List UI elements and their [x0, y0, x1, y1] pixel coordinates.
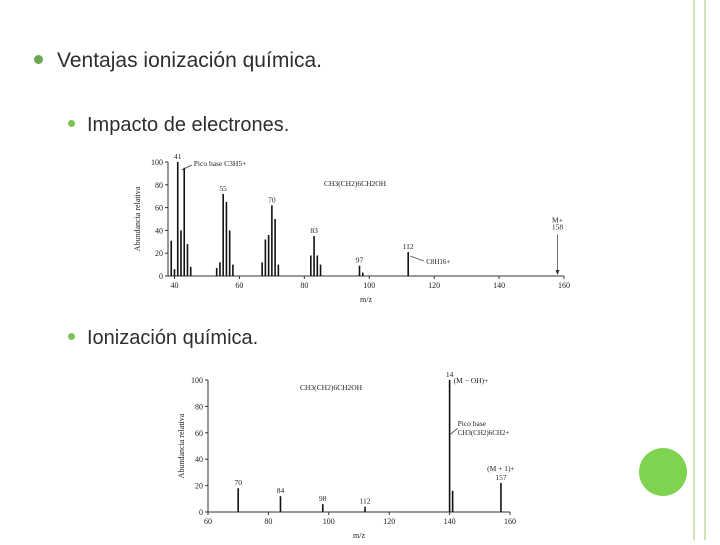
x-tick-label: 140 [444, 517, 456, 526]
spectrum-chemical-ionization-svg: 0 20 40 60 80 100 60 80 100 120 140 160 70 84 98 112 14 1… [177, 370, 516, 540]
peak-label: 55 [219, 184, 227, 193]
y-tick-label: 100 [151, 158, 163, 167]
annotation-m-plus-1: (M + 1)+ [487, 464, 515, 473]
y-tick-label: 100 [191, 376, 203, 385]
y-axis-label: Abundancia relativa [177, 413, 186, 478]
y-tick-label: 60 [195, 429, 203, 438]
y-tick-label: 20 [195, 482, 203, 491]
bullet-icon [68, 333, 75, 341]
x-tick-label: 120 [428, 281, 440, 290]
x-tick-label: 140 [493, 281, 505, 290]
y-tick-label: 80 [155, 181, 163, 190]
x-axis-label: m/z [353, 531, 365, 540]
annotation-m-minus-oh: (M − OH)+ [454, 376, 489, 385]
annotation-arrow [181, 164, 192, 171]
bullet-icon [34, 54, 43, 64]
annotation-base-peak: Pico base [458, 419, 487, 428]
compound-label: CH3(CH2)6CH2OH [324, 179, 387, 188]
peak-label: 83 [310, 226, 318, 235]
y-tick-label: 40 [155, 226, 163, 235]
bullet-sub-2-text: Ionización química. [87, 327, 259, 349]
green-circle-decoration [639, 448, 687, 496]
peak-label: 70 [234, 478, 242, 487]
y-tick-label: 80 [195, 402, 203, 411]
frame-line-right [704, 0, 706, 540]
annotation-arrowhead [555, 270, 560, 275]
compound-label: CH3(CH2)6CH2OH [300, 383, 363, 392]
annotation-fragment: C8H16+ [426, 258, 450, 266]
annotation-base-peak-formula: CH3(CH2)6CH2+ [458, 429, 510, 437]
peak-label: 157 [495, 473, 507, 482]
spectrum-chemical-ionization: 0 20 40 60 80 100 60 80 100 120 140 160 70 84 98 112 14 1… [172, 364, 532, 545]
bullet-icon [68, 120, 75, 128]
x-tick-label: 100 [363, 281, 375, 290]
frame-line-left [693, 0, 695, 540]
y-tick-label: 0 [199, 508, 203, 517]
bullet-sub-1-text: Impacto de electrones. [87, 114, 290, 136]
spectrum-electron-impact-svg: 0 20 40 60 80 100 40 60 80 100 120 140 160 41 55 70 83 97… [133, 152, 570, 304]
x-tick-label: 100 [323, 517, 335, 526]
annotation-arrow [410, 255, 425, 262]
x-tick-label: 80 [300, 281, 308, 290]
spectrum-electron-impact: 0 20 40 60 80 100 40 60 80 100 120 140 160 41 55 70 83 97… [128, 148, 578, 311]
peak-label: 41 [174, 152, 182, 161]
bullet-sub-1: Impacto de electrones. [68, 114, 289, 137]
x-tick-label: 120 [383, 517, 395, 526]
bullet-sub-2: Ionización química. [68, 327, 258, 350]
bullet-main-text: Ventajas ionización química. [57, 49, 322, 72]
x-tick-label: 160 [558, 281, 570, 290]
x-tick-label: 40 [170, 281, 178, 290]
x-tick-label: 60 [204, 517, 212, 526]
y-tick-label: 0 [159, 272, 163, 281]
y-tick-label: 40 [195, 455, 203, 464]
x-tick-label: 160 [504, 517, 516, 526]
x-axis-label: m/z [360, 295, 372, 304]
annotation-molecular-ion: M+ [552, 216, 563, 225]
x-tick-label: 60 [235, 281, 243, 290]
annotation-base-peak: Pico base C3H5+ [194, 159, 247, 168]
peak-label: 14 [446, 370, 454, 379]
peak-label: 158 [552, 223, 564, 232]
y-tick-label: 20 [155, 249, 163, 258]
peak-label: 98 [319, 494, 327, 503]
x-tick-label: 80 [264, 517, 272, 526]
y-axis-label: Abundancia relativa [133, 186, 142, 251]
peak-label: 112 [403, 242, 414, 251]
peak-label: 70 [268, 195, 276, 204]
annotation-arrow [450, 427, 458, 435]
peak-label: 97 [356, 256, 364, 265]
peak-label: 84 [277, 486, 285, 495]
bullet-main: Ventajas ionización química. [34, 49, 322, 73]
y-tick-label: 60 [155, 204, 163, 213]
peak-label: 112 [360, 497, 371, 506]
